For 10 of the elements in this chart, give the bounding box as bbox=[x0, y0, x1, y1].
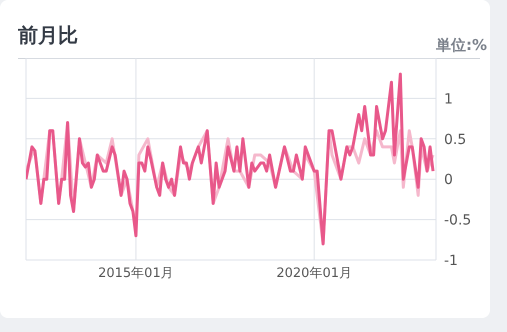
x-tick-label: 2020年01月 bbox=[276, 266, 352, 282]
y-tick-label: 1 bbox=[444, 91, 453, 108]
chart-title: 前月比 bbox=[18, 22, 78, 49]
y-tick-label: 0 bbox=[444, 172, 453, 188]
line-series bbox=[26, 72, 435, 246]
y-axis-title: 単位:% bbox=[436, 36, 487, 55]
y-tick-label: 0.5 bbox=[444, 132, 466, 148]
y-tick-label: -0.5 bbox=[444, 212, 472, 229]
x-tick-label: 2015年01月 bbox=[98, 266, 174, 282]
y-tick-label: -1 bbox=[444, 252, 458, 269]
